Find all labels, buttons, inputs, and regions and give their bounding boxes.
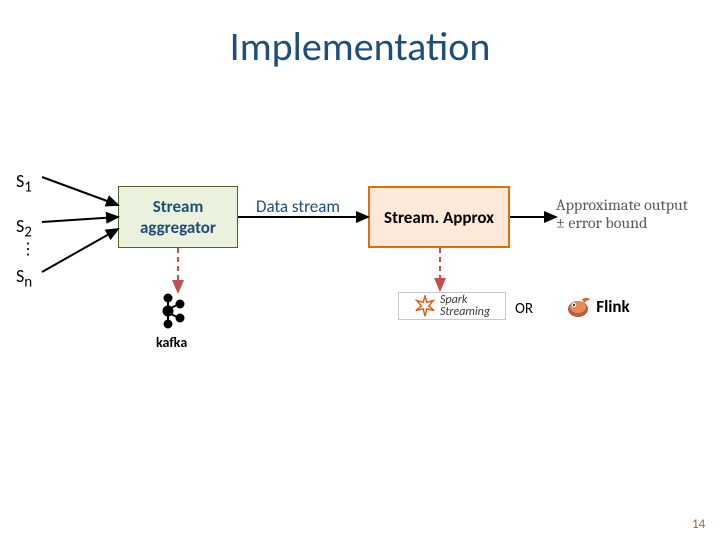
kafka-icon xyxy=(158,292,186,330)
title-text: Implementation xyxy=(230,22,491,71)
or-label: OR xyxy=(515,300,533,318)
spark-streaming-logo: Spark Streaming xyxy=(398,292,506,320)
arrows-overlay xyxy=(0,0,720,540)
stream-label-2: S2 xyxy=(16,215,32,242)
stream-approx-box: Stream. Approx xyxy=(368,186,510,248)
kafka-logo: kafka xyxy=(156,292,187,351)
flink-label: Flink xyxy=(596,296,629,317)
page-number: 14 xyxy=(692,517,705,532)
stream-aggregator-label: Stream aggregator xyxy=(123,196,233,238)
spark-label-2: Streaming xyxy=(440,306,490,318)
kafka-label: kafka xyxy=(156,334,187,351)
stream-approx-label: Stream. Approx xyxy=(384,207,494,228)
data-stream-label: Data stream xyxy=(256,196,340,217)
stream-aggregator-box: Stream aggregator xyxy=(118,186,238,248)
flink-logo: Flink xyxy=(542,290,652,322)
slide-title: Implementation xyxy=(0,22,720,71)
output-label: Approximate output ± error bound xyxy=(556,196,688,233)
spark-icon xyxy=(414,295,436,317)
stream-dots: ⋮ xyxy=(20,239,36,259)
flink-icon xyxy=(564,293,592,319)
stream-label-1: S1 xyxy=(16,170,32,197)
stream-label-n: Sn xyxy=(16,265,32,292)
